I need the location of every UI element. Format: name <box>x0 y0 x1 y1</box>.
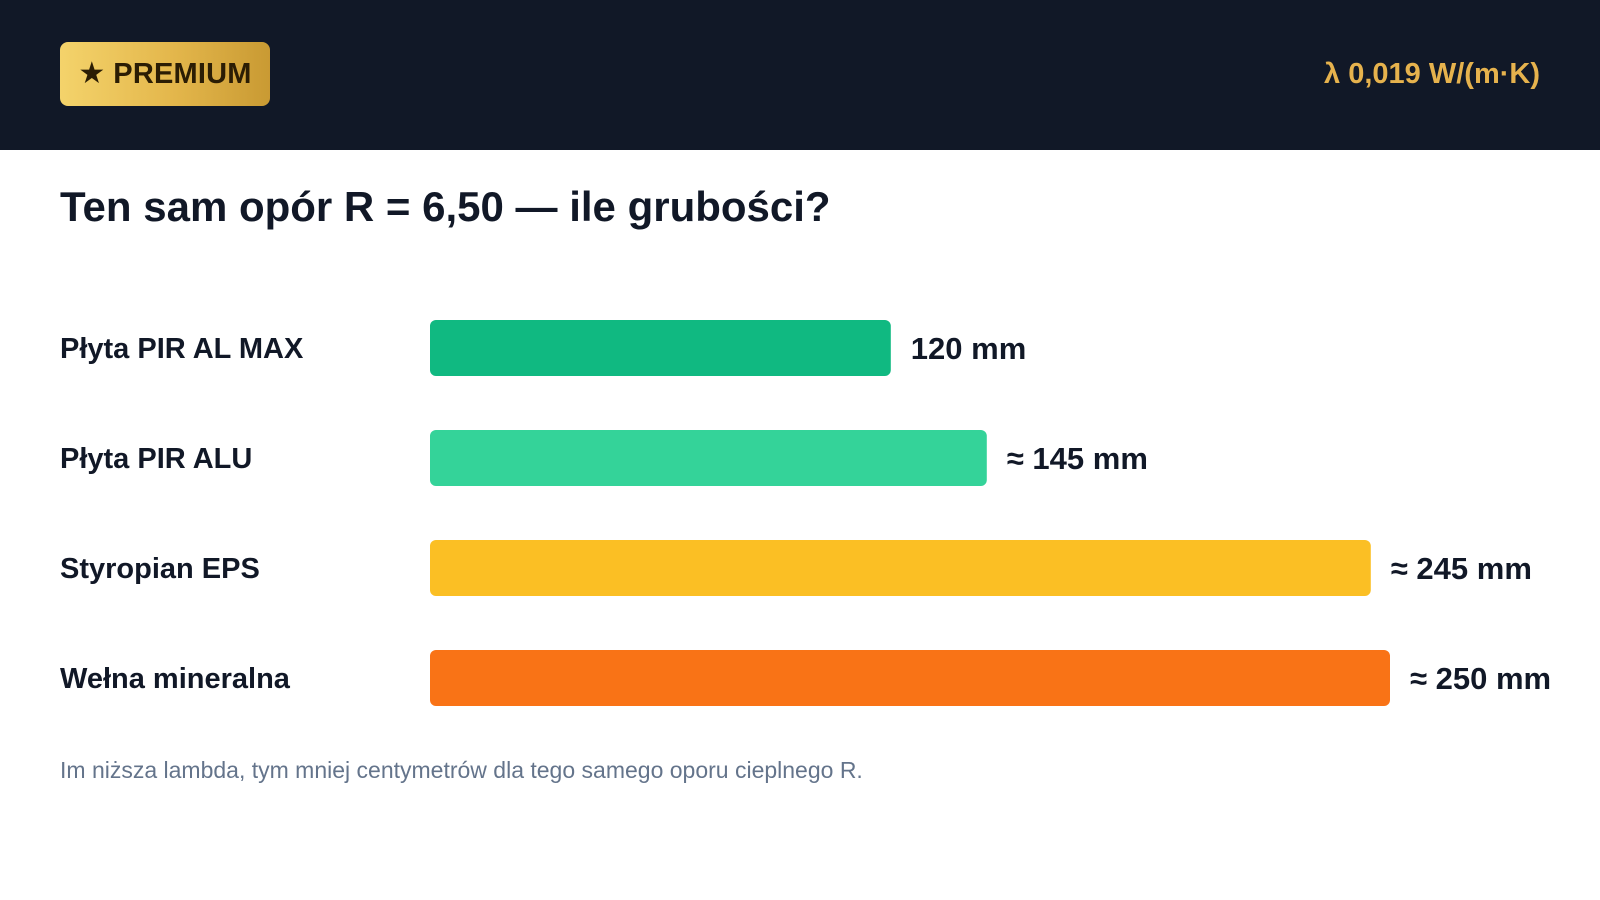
premium-badge: ★ PREMIUM <box>60 42 270 106</box>
bar <box>430 650 1390 706</box>
bar-value-label: ≈ 250 mm <box>1410 661 1551 696</box>
category-label: Wełna mineralna <box>60 663 291 695</box>
footnote: Im niższa lambda, tym mniej centymetrów … <box>60 757 863 783</box>
bar <box>430 430 987 486</box>
bar-value-label: 120 mm <box>911 331 1026 366</box>
premium-badge-label: PREMIUM <box>113 57 252 90</box>
bar <box>430 540 1371 596</box>
bar-value-label: ≈ 145 mm <box>1007 441 1148 476</box>
category-label: Styropian EPS <box>60 553 260 585</box>
category-label: Płyta PIR ALU <box>60 443 252 475</box>
bar <box>430 320 891 376</box>
lambda-value: λ 0,019 W/(m·K) <box>1324 58 1540 90</box>
page-title: Ten sam opór R = 6,50 — ile grubości? <box>60 183 831 230</box>
star-icon: ★ <box>78 57 106 90</box>
bar-value-label: ≈ 245 mm <box>1391 551 1532 586</box>
header-bar: ★ PREMIUM λ 0,019 W/(m·K) <box>0 0 1600 150</box>
thickness-bar-chart: Płyta PIR AL MAX 120 mm Płyta PIR ALU ≈ 145… <box>60 320 1551 706</box>
category-label: Płyta PIR AL MAX <box>60 333 304 365</box>
